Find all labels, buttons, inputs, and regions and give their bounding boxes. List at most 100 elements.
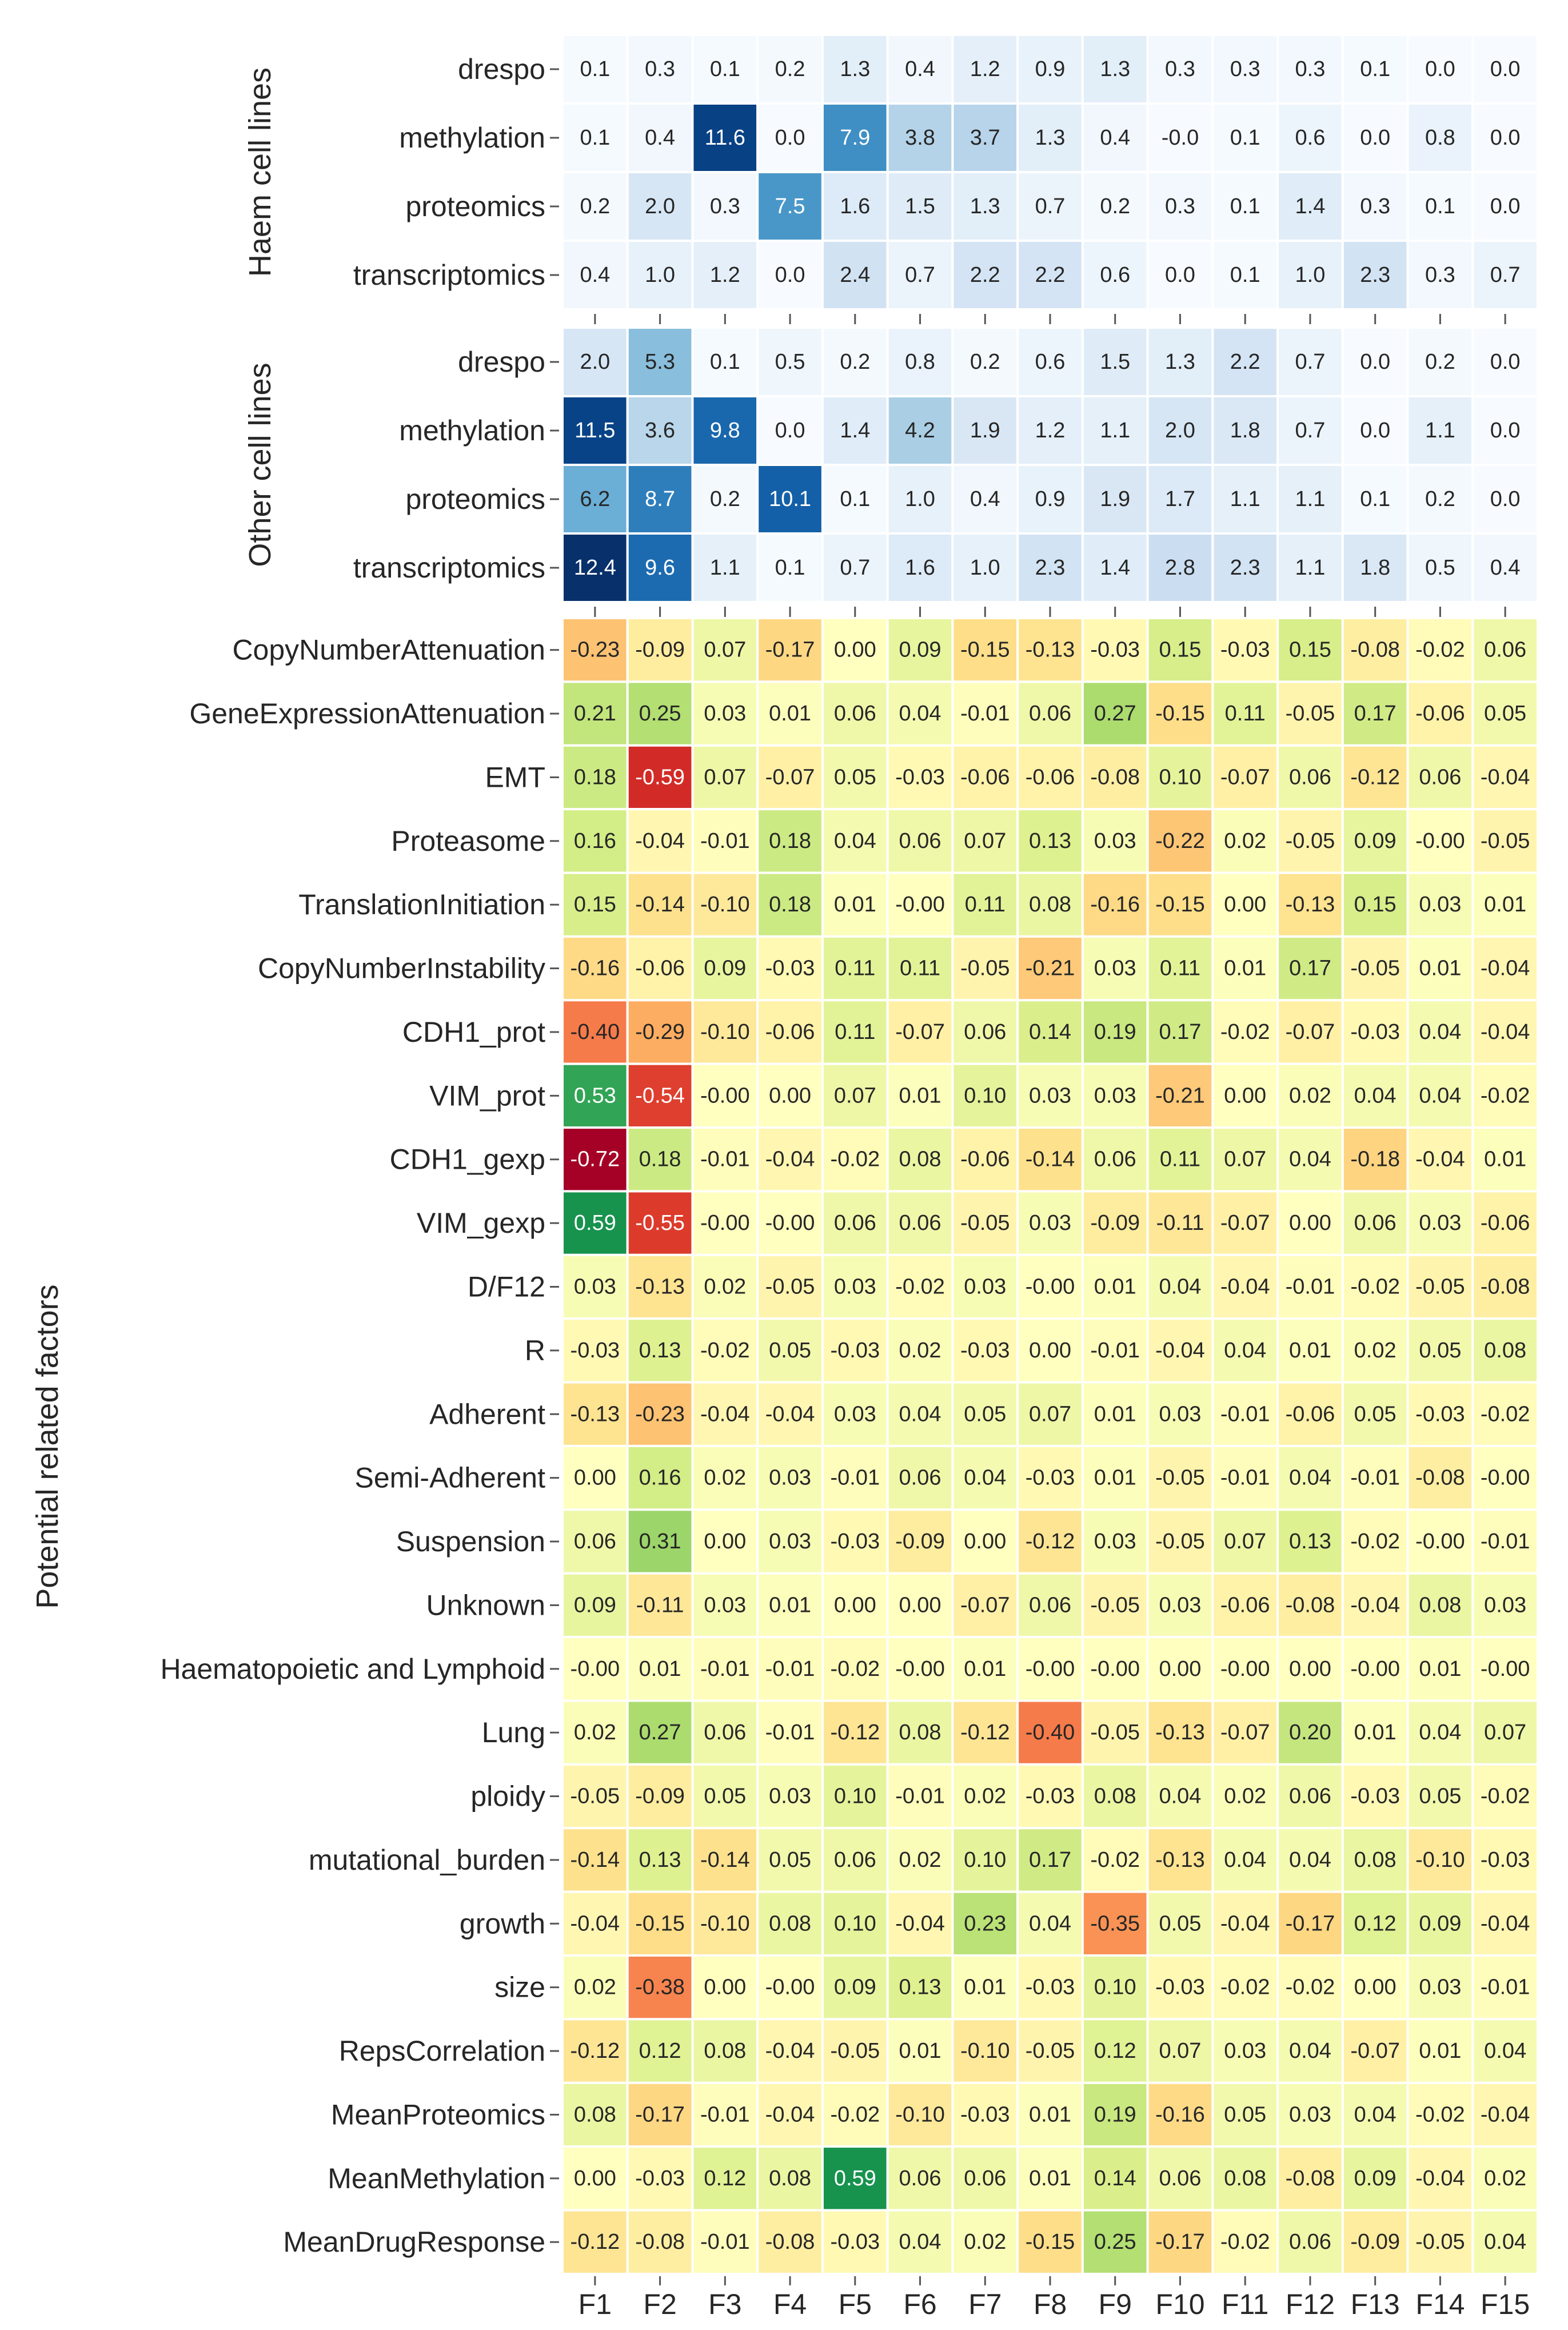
cell-value-label: 0.03 — [1094, 829, 1136, 853]
heatmap-cell — [1471, 532, 1539, 603]
heatmap-cell — [1081, 1253, 1149, 1320]
heatmap-cell — [561, 617, 629, 683]
cell-value-label: 0.18 — [639, 1148, 681, 1172]
heatmap-cell — [1146, 1508, 1214, 1575]
heatmap-cell — [821, 1699, 889, 1766]
cell-value-label: 0.00 — [1354, 1975, 1397, 2000]
cell-value-label: -0.13 — [570, 1402, 620, 1426]
cell-value-label: -0.13 — [1286, 893, 1335, 917]
heatmap-cell — [1016, 999, 1084, 1065]
heatmap-cell — [691, 935, 759, 1002]
row-label-meanproteomics: MeanProteomics — [331, 2098, 545, 2130]
cell-value-label: 0.01 — [1094, 1274, 1136, 1299]
cell-value-label: -0.01 — [1090, 1339, 1140, 1363]
heatmap-cell — [886, 1190, 954, 1256]
heatmap-cell — [886, 240, 954, 310]
x-tick-label-f10: F10 — [1155, 2288, 1204, 2320]
cell-value-label: 1.4 — [840, 419, 870, 443]
cell-value-label: -0.12 — [960, 1720, 1010, 1744]
heatmap-cell — [1211, 2209, 1279, 2275]
cell-value-label: 0.06 — [964, 2166, 1006, 2190]
heatmap-cell — [1406, 1381, 1474, 1447]
cell-value-label: 0.01 — [899, 1084, 941, 1108]
cell-value-label: 0.04 — [1289, 1466, 1331, 1490]
cell-value-label: -0.05 — [830, 2039, 880, 2063]
cell-value-label: 0.04 — [1029, 1911, 1071, 1935]
x-tick-label-f14: F14 — [1415, 2288, 1465, 2320]
cell-value-label: 0.06 — [899, 1466, 941, 1490]
cell-value-label: 0.10 — [1159, 765, 1201, 789]
cell-value-label: 0.06 — [704, 1720, 746, 1744]
cell-value-label: 0.03 — [704, 1593, 746, 1617]
heatmap-cell — [1081, 2081, 1149, 2148]
x-tick-label-f7: F7 — [968, 2288, 1002, 2320]
heatmap-cell — [561, 395, 629, 466]
heatmap-cell — [1276, 1827, 1344, 1893]
cell-value-label: -0.04 — [895, 1911, 945, 1935]
row-label-methylation: methylation — [399, 415, 545, 447]
heatmap-cell — [756, 935, 824, 1002]
cell-value-label: -0.02 — [1481, 1402, 1530, 1426]
cell-value-label: 0.6 — [1035, 350, 1066, 374]
cell-value-label: -0.03 — [1090, 638, 1140, 662]
heatmap-cell — [821, 1444, 889, 1511]
cell-value-label: 0.04 — [899, 1402, 941, 1426]
cell-value-label: 3.6 — [645, 419, 675, 443]
cell-value-label: 0.06 — [1484, 638, 1526, 662]
cell-value-label: 1.6 — [905, 556, 935, 580]
heatmap-cell — [886, 1890, 954, 1957]
cell-value-label: -0.17 — [1286, 1911, 1335, 1935]
heatmap-cell — [1146, 1126, 1214, 1193]
heatmap-cell — [886, 1572, 954, 1639]
heatmap-cell — [1341, 240, 1409, 310]
heatmap-cell — [951, 1763, 1019, 1830]
cell-value-label: 0.02 — [1289, 1084, 1331, 1108]
heatmap-cell — [821, 808, 889, 874]
cell-value-label: 0.00 — [704, 1530, 746, 1554]
heatmap-cell — [1146, 1572, 1214, 1639]
heatmap-cell — [756, 1827, 824, 1893]
cell-value-label: -0.06 — [960, 1148, 1010, 1172]
cell-value-label: 0.03 — [1029, 1084, 1071, 1108]
heatmap-cell — [1471, 2081, 1539, 2148]
heatmap-cell — [1471, 1636, 1539, 1702]
heatmap-cell — [886, 2145, 954, 2212]
cell-value-label: -0.09 — [1090, 1211, 1140, 1235]
heatmap-cell — [821, 171, 889, 242]
heatmap-cell — [691, 326, 759, 397]
cell-value-label: 0.4 — [905, 57, 935, 81]
cell-value-label: 0.2 — [840, 350, 870, 374]
cell-value-label: 0.7 — [1035, 194, 1066, 218]
cell-value-label: 1.6 — [840, 194, 870, 218]
cell-value-label: -0.13 — [635, 1274, 685, 1299]
cell-value-label: 1.1 — [710, 556, 740, 580]
cell-value-label: 0.25 — [639, 702, 681, 726]
heatmap-cell — [1081, 464, 1149, 535]
cell-value-label: -0.13 — [1026, 638, 1075, 662]
heatmap-cell — [756, 464, 824, 535]
heatmap-cell — [886, 2018, 954, 2084]
cell-value-label: 0.03 — [1289, 2102, 1331, 2126]
heatmap-cell — [886, 680, 954, 747]
heatmap-cell — [821, 744, 889, 811]
cell-value-label: 1.0 — [645, 263, 675, 287]
cell-value-label: -0.21 — [1026, 957, 1075, 981]
cell-value-label: 0.06 — [1419, 765, 1461, 789]
cell-value-label: 0.1 — [1230, 126, 1260, 150]
cell-value-label: 0.7 — [1295, 350, 1326, 374]
heatmap-cell — [1146, 617, 1214, 683]
cell-value-label: -0.08 — [1350, 638, 1400, 662]
cell-value-label: 0.31 — [639, 1530, 681, 1554]
cell-value-label: 0.03 — [1419, 893, 1461, 917]
cell-value-label: -0.01 — [960, 702, 1010, 726]
cell-value-label: 0.4 — [1490, 556, 1521, 580]
cell-value-label: -0.07 — [895, 1020, 945, 1044]
cell-value-label: -0.04 — [1220, 1911, 1270, 1935]
cell-value-label: -0.01 — [700, 829, 750, 853]
heatmap-cell — [691, 808, 759, 874]
x-tick-label-f11: F11 — [1222, 2288, 1268, 2320]
heatmap-cell — [951, 935, 1019, 1002]
cell-value-label: 1.1 — [1425, 419, 1455, 443]
cell-value-label: 0.02 — [704, 1466, 746, 1490]
cell-value-label: 0.15 — [1159, 638, 1201, 662]
